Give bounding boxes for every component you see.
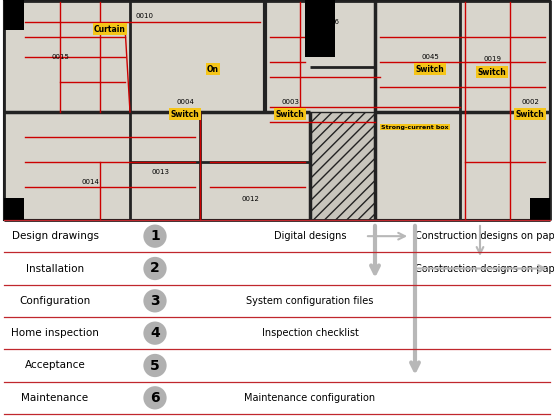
Text: Maintenance configuration: Maintenance configuration [244,393,376,403]
Text: 0012: 0012 [241,196,259,202]
Text: Switch: Switch [416,65,444,73]
Text: Installation: Installation [26,264,84,274]
Text: Construction designs on paper: Construction designs on paper [415,231,554,241]
Text: 0045: 0045 [421,54,439,60]
Text: 5: 5 [150,359,160,372]
Bar [305,0,335,57]
Circle shape [143,386,167,409]
Text: Inspection checklist: Inspection checklist [261,328,358,338]
Bar [310,112,375,220]
Text: Configuration: Configuration [19,296,91,306]
Text: Strong-current box: Strong-current box [381,125,449,130]
Text: 1: 1 [150,229,160,243]
Text: 0015: 0015 [51,54,69,60]
Text: 3: 3 [150,294,160,308]
Circle shape [143,224,167,248]
Text: Maintenance: Maintenance [22,393,89,403]
Text: 4: 4 [150,326,160,340]
Text: Construction designs on paper: Construction designs on paper [415,264,554,274]
Bar [4,198,24,220]
Text: Digital designs: Digital designs [274,231,346,241]
Text: Home inspection: Home inspection [11,328,99,338]
Text: Switch: Switch [171,110,199,118]
Circle shape [143,354,167,377]
Text: Design drawings: Design drawings [12,231,99,241]
Text: 2: 2 [150,261,160,276]
Circle shape [143,289,167,312]
Text: 0019: 0019 [483,56,501,62]
Text: Switch: Switch [478,68,506,76]
Text: 0010: 0010 [136,13,154,19]
Text: System configuration files: System configuration files [247,296,374,306]
Text: Switch: Switch [276,110,304,118]
Bar [530,198,550,220]
Text: 0014: 0014 [81,179,99,185]
Bar [4,0,550,220]
Text: 0003: 0003 [281,99,299,105]
Text: Acceptance: Acceptance [24,361,85,370]
Circle shape [143,257,167,280]
Text: Switch: Switch [516,110,545,118]
Text: 0004: 0004 [176,99,194,105]
Text: On: On [207,65,219,73]
Text: 6: 6 [150,391,160,405]
Text: 0016: 0016 [321,19,339,25]
Text: 0002: 0002 [521,99,539,105]
Circle shape [143,322,167,345]
Text: Curtain: Curtain [94,25,126,33]
Text: 0013: 0013 [151,169,169,175]
Bar [4,0,24,30]
